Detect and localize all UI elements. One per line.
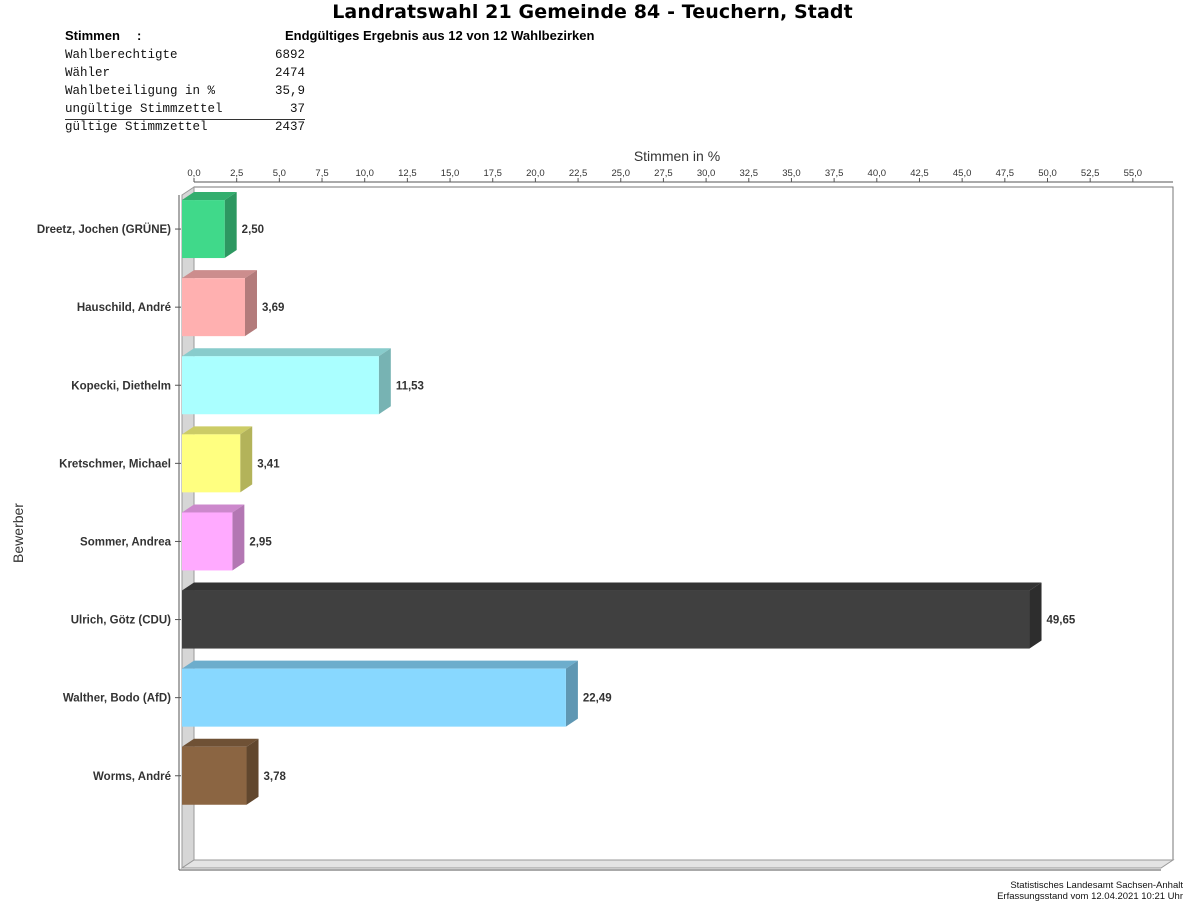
bar-side-face <box>232 504 245 571</box>
bar-top-face <box>182 348 391 357</box>
x-tick-label: 22,5 <box>569 168 588 179</box>
x-tick-label: 50,0 <box>1038 168 1057 179</box>
data-label: 2,50 <box>242 224 264 236</box>
y-axis-title: Bewerber <box>10 503 26 563</box>
bar <box>182 746 247 805</box>
x-tick-label: 55,0 <box>1124 168 1143 179</box>
category-label: Kretschmer, Michael <box>59 458 171 470</box>
bar-top-face <box>182 660 578 669</box>
bar-side-face <box>244 270 257 337</box>
x-tick-label: 12,5 <box>398 168 417 179</box>
x-axis-title: Stimmen in % <box>634 148 720 164</box>
bar-side-face <box>246 738 259 805</box>
data-label: 3,69 <box>262 302 284 314</box>
plot-area <box>193 186 1174 861</box>
bar <box>182 590 1030 649</box>
result-status: Endgültiges Ergebnis aus 12 von 12 Wahlb… <box>285 28 595 43</box>
bar-top-face <box>182 192 237 201</box>
x-tick-label: 25,0 <box>612 168 631 179</box>
x-tick-label: 15,0 <box>441 168 460 179</box>
bar <box>182 356 379 415</box>
plot-floor <box>180 859 1175 869</box>
category-label: Walther, Bodo (AfD) <box>63 693 171 705</box>
x-tick-label: 45,0 <box>953 168 972 179</box>
stat-label: Wähler <box>65 66 111 80</box>
stat-label: ungültige Stimmzettel <box>65 102 223 116</box>
data-label: 2,95 <box>249 536 272 548</box>
bar <box>182 278 245 337</box>
x-tick-label: 37,5 <box>825 168 844 179</box>
bar-top-face <box>182 504 245 513</box>
stat-row: Wahlberechtigte 6892 <box>65 48 305 66</box>
bar-side-face <box>1029 582 1042 649</box>
category-label: Dreetz, Jochen (GRÜNE) <box>37 223 171 236</box>
x-tick-label: 2,5 <box>230 168 243 179</box>
category-label: Ulrich, Götz (CDU) <box>71 615 171 627</box>
bar-side-face <box>565 660 578 727</box>
bar-side-face <box>240 426 253 493</box>
x-tick-label: 47,5 <box>996 168 1015 179</box>
stat-value: 35,9 <box>274 84 305 98</box>
x-tick-label: 40,0 <box>868 168 887 179</box>
x-tick-label: 52,5 <box>1081 168 1100 179</box>
bar <box>182 200 225 259</box>
footer: Statistisches Landesamt Sachsen-Anhalt E… <box>997 880 1183 902</box>
stat-row: Wähler 2474 <box>65 66 305 84</box>
bar-top-face <box>182 738 259 747</box>
stat-row: ungültige Stimmzettel 37 <box>65 102 305 120</box>
category-label: Kopecki, Diethelm <box>71 380 171 392</box>
data-label: 11,53 <box>396 380 424 392</box>
bar-top-face <box>182 582 1042 591</box>
stat-label: gültige Stimmzettel <box>65 120 208 134</box>
stat-label: Wahlberechtigte <box>65 48 178 62</box>
footer-timestamp: Erfassungsstand vom 12.04.2021 10:21 Uhr <box>997 891 1183 902</box>
x-tick-label: 32,5 <box>740 168 759 179</box>
category-label: Sommer, Andrea <box>80 536 172 548</box>
x-tick-label: 10,0 <box>355 168 374 179</box>
bar <box>182 512 233 571</box>
data-label: 3,41 <box>257 458 280 470</box>
x-tick-label: 42,5 <box>910 168 929 179</box>
bar <box>182 434 241 493</box>
bar-top-face <box>182 270 257 279</box>
x-tick-label: 35,0 <box>782 168 801 179</box>
category-label: Hauschild, André <box>77 302 171 314</box>
x-tick-label: 27,5 <box>654 168 673 179</box>
data-label: 22,49 <box>583 693 612 705</box>
stat-row: gültige Stimmzettel 2437 <box>65 120 305 138</box>
page-title: Landratswahl 21 Gemeinde 84 - Teuchern, … <box>332 1 853 23</box>
x-tick-label: 0,0 <box>187 168 200 179</box>
bar-side-face <box>378 348 391 415</box>
stat-row: Wahlbeteiligung in % 35,9 <box>65 84 305 102</box>
data-label: 3,78 <box>264 771 287 783</box>
stat-value: 2474 <box>274 66 305 80</box>
x-tick-label: 5,0 <box>273 168 286 179</box>
x-tick-label: 17,5 <box>483 168 502 179</box>
x-tick-label: 7,5 <box>315 168 328 179</box>
stat-value: 37 <box>289 102 305 116</box>
x-tick-label: 20,0 <box>526 168 545 179</box>
stimmen-label: Stimmen <box>65 28 120 43</box>
stat-label: Wahlbeteiligung in % <box>65 84 216 98</box>
footer-source: Statistisches Landesamt Sachsen-Anhalt <box>1010 880 1183 891</box>
stat-value: 2437 <box>274 120 305 134</box>
data-label: 49,65 <box>1047 615 1076 627</box>
bar <box>182 668 566 727</box>
x-tick-label: 30,0 <box>697 168 716 179</box>
stat-value: 6892 <box>274 48 305 62</box>
bar-top-face <box>182 426 253 435</box>
voter-statistics: Wahlberechtigte 6892 Wähler 2474 Wahlbet… <box>65 48 305 138</box>
category-label: Worms, André <box>93 771 171 783</box>
bar-side-face <box>224 192 237 259</box>
stimmen-colon: : <box>137 28 142 43</box>
